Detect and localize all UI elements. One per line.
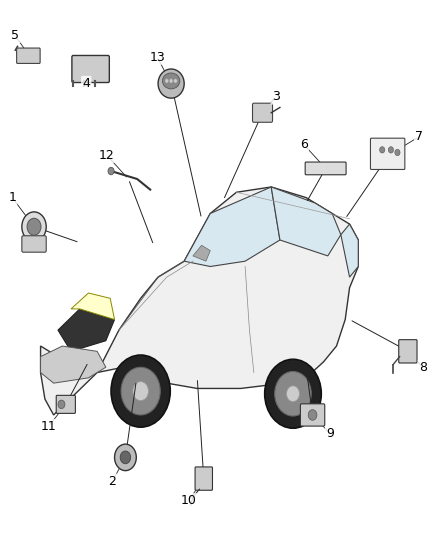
FancyBboxPatch shape	[22, 236, 46, 252]
Circle shape	[22, 212, 46, 241]
FancyBboxPatch shape	[253, 103, 272, 122]
Text: 7: 7	[415, 130, 423, 143]
Text: 3: 3	[272, 90, 279, 103]
FancyBboxPatch shape	[300, 404, 325, 426]
Circle shape	[380, 147, 385, 153]
Circle shape	[286, 386, 300, 402]
Circle shape	[133, 382, 148, 401]
Circle shape	[27, 218, 41, 235]
Polygon shape	[41, 187, 358, 415]
Polygon shape	[71, 293, 115, 319]
Text: 5: 5	[11, 29, 19, 42]
Text: 12: 12	[99, 149, 115, 161]
Polygon shape	[271, 187, 341, 256]
Polygon shape	[193, 245, 210, 261]
Polygon shape	[58, 309, 115, 351]
Polygon shape	[41, 346, 106, 383]
Text: 4: 4	[82, 77, 90, 90]
Circle shape	[108, 167, 114, 175]
Ellipse shape	[162, 73, 180, 89]
Circle shape	[58, 400, 65, 409]
Polygon shape	[184, 187, 280, 266]
Circle shape	[121, 367, 160, 415]
Text: 6: 6	[300, 138, 308, 151]
Text: 11: 11	[41, 420, 56, 433]
FancyBboxPatch shape	[72, 55, 110, 83]
Circle shape	[120, 451, 131, 464]
FancyBboxPatch shape	[56, 395, 75, 414]
Polygon shape	[341, 224, 358, 277]
Text: 2: 2	[109, 475, 117, 488]
Circle shape	[115, 444, 136, 471]
Circle shape	[395, 149, 400, 156]
FancyBboxPatch shape	[195, 467, 212, 490]
Circle shape	[308, 410, 317, 420]
Circle shape	[111, 355, 170, 427]
FancyBboxPatch shape	[17, 48, 40, 63]
Text: 13: 13	[149, 51, 165, 63]
Text: 10: 10	[180, 495, 197, 507]
Circle shape	[165, 79, 169, 83]
Text: 1: 1	[8, 191, 16, 204]
Text: 9: 9	[326, 427, 334, 440]
Ellipse shape	[158, 69, 184, 98]
Text: 8: 8	[419, 361, 427, 374]
FancyBboxPatch shape	[305, 162, 346, 175]
Circle shape	[389, 147, 393, 153]
Circle shape	[265, 359, 321, 428]
Circle shape	[174, 79, 177, 83]
FancyBboxPatch shape	[371, 138, 405, 169]
FancyBboxPatch shape	[399, 340, 417, 363]
Circle shape	[275, 372, 311, 416]
Circle shape	[170, 79, 173, 83]
